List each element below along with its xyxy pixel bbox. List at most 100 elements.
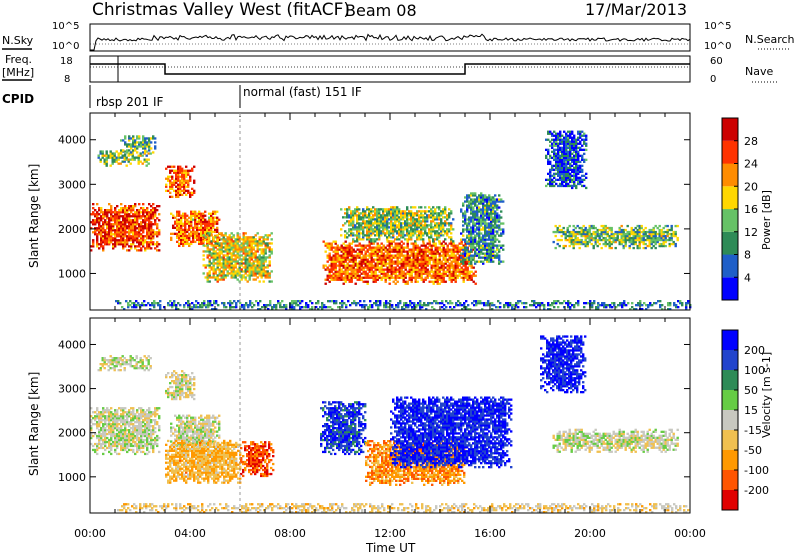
heatmap-cell — [416, 210, 419, 213]
heatmap-cell — [496, 254, 499, 257]
heatmap-cell — [220, 244, 223, 247]
heatmap-cell — [352, 238, 355, 241]
heatmap-cell — [170, 236, 173, 240]
heatmap-cell — [583, 178, 586, 182]
heatmap-cell — [454, 278, 457, 281]
heatmap-cell — [438, 216, 441, 219]
heatmap-cell — [136, 147, 139, 150]
heatmap-cell — [232, 250, 235, 253]
heatmap-cell — [494, 214, 497, 217]
heatmap-cell — [192, 214, 195, 217]
heatmap-cell — [120, 225, 123, 228]
heatmap-cell — [372, 260, 375, 263]
heatmap-cell — [128, 221, 131, 224]
heatmap-cell — [406, 222, 409, 225]
heatmap-cell — [116, 221, 119, 224]
heatmap-cell — [468, 200, 471, 203]
heatmap-cell — [452, 276, 455, 279]
heatmap-cell — [402, 256, 405, 259]
heatmap-cell — [574, 242, 577, 246]
heatmap-cell — [120, 139, 123, 142]
heatmap-cell — [392, 230, 395, 233]
heatmap-cell — [424, 228, 427, 231]
heatmap-cell — [264, 258, 267, 261]
heatmap-cell — [374, 234, 377, 237]
heatmap-cell — [575, 162, 578, 166]
heatmap-cell — [118, 229, 121, 232]
heatmap-cell — [380, 252, 383, 255]
heatmap-cell — [566, 238, 569, 242]
heatmap-cell — [622, 228, 625, 232]
heatmap-cell — [549, 130, 552, 133]
heatmap-cell — [258, 280, 261, 283]
heatmap-cell — [194, 222, 197, 225]
heatmap-cell — [462, 264, 465, 267]
heatmap-cell — [378, 236, 381, 239]
heatmap-cell — [406, 240, 409, 243]
heatmap-cell — [169, 171, 172, 174]
heatmap-cell — [150, 221, 153, 224]
heatmap-cell — [388, 264, 391, 267]
heatmap-cell — [404, 280, 407, 283]
heatmap-cell — [398, 250, 401, 253]
heatmap-cell — [592, 238, 595, 242]
heatmap-cell — [549, 170, 552, 174]
heatmap-cell — [234, 258, 237, 261]
heatmap-cell — [178, 236, 181, 240]
heatmap-cell — [340, 260, 343, 263]
heatmap-cell — [644, 242, 647, 246]
heatmap-cell — [592, 224, 595, 228]
heatmap-cell — [127, 152, 130, 155]
heatmap-cell — [344, 272, 347, 275]
heatmap-cell — [400, 224, 403, 227]
heatmap-cell — [131, 158, 134, 161]
heatmap-cell — [620, 232, 623, 236]
heatmap-cell — [492, 236, 495, 239]
heatmap-cell — [224, 234, 227, 237]
heatmap-cell — [384, 232, 387, 235]
heatmap-cell — [444, 208, 447, 211]
heatmap-cell — [396, 214, 399, 217]
heatmap-cell — [426, 268, 429, 271]
heatmap-cell — [480, 224, 483, 227]
heatmap-cell — [408, 236, 411, 239]
heatmap-cell — [567, 168, 570, 172]
heatmap-cell — [190, 222, 193, 225]
heatmap-cell — [260, 240, 263, 243]
heatmap-cell — [246, 244, 249, 247]
heatmap-cell — [334, 266, 337, 269]
heatmap-cell — [112, 215, 115, 218]
heatmap-cell — [654, 242, 657, 246]
heatmap-cell — [448, 258, 451, 261]
heatmap-cell — [137, 162, 140, 165]
heatmap-cell — [146, 219, 149, 222]
heatmap-cell — [136, 231, 139, 234]
heatmap-cell — [581, 138, 584, 141]
heatmap-cell — [438, 228, 441, 231]
heatmap-cell — [220, 272, 223, 275]
heatmap-cell — [246, 240, 249, 243]
heatmap-cell — [496, 232, 499, 235]
heatmap-cell — [214, 242, 217, 245]
figure-title: Christmas Valley West (fitACF) — [92, 0, 350, 20]
heatmap-cell — [352, 224, 355, 227]
heatmap-cell — [372, 274, 375, 277]
heatmap-cell — [490, 202, 493, 205]
heatmap-cell — [382, 270, 385, 273]
heatmap-cell — [372, 248, 375, 251]
heatmap-cell — [246, 270, 249, 273]
heatmap-cell — [588, 230, 591, 234]
heatmap-cell — [440, 250, 443, 253]
heatmap-cell — [338, 254, 341, 257]
heatmap-cell — [468, 260, 471, 263]
heatmap-cell — [146, 217, 149, 220]
heatmap-cell — [569, 152, 572, 156]
heatmap-cell — [598, 242, 601, 246]
heatmap-cell — [246, 258, 249, 261]
heatmap-cell — [386, 208, 389, 211]
heatmap-cell — [150, 235, 153, 238]
heatmap-cell — [250, 274, 253, 277]
heatmap-cell — [184, 224, 187, 227]
heatmap-cell — [424, 276, 427, 279]
heatmap-cell — [198, 222, 201, 225]
